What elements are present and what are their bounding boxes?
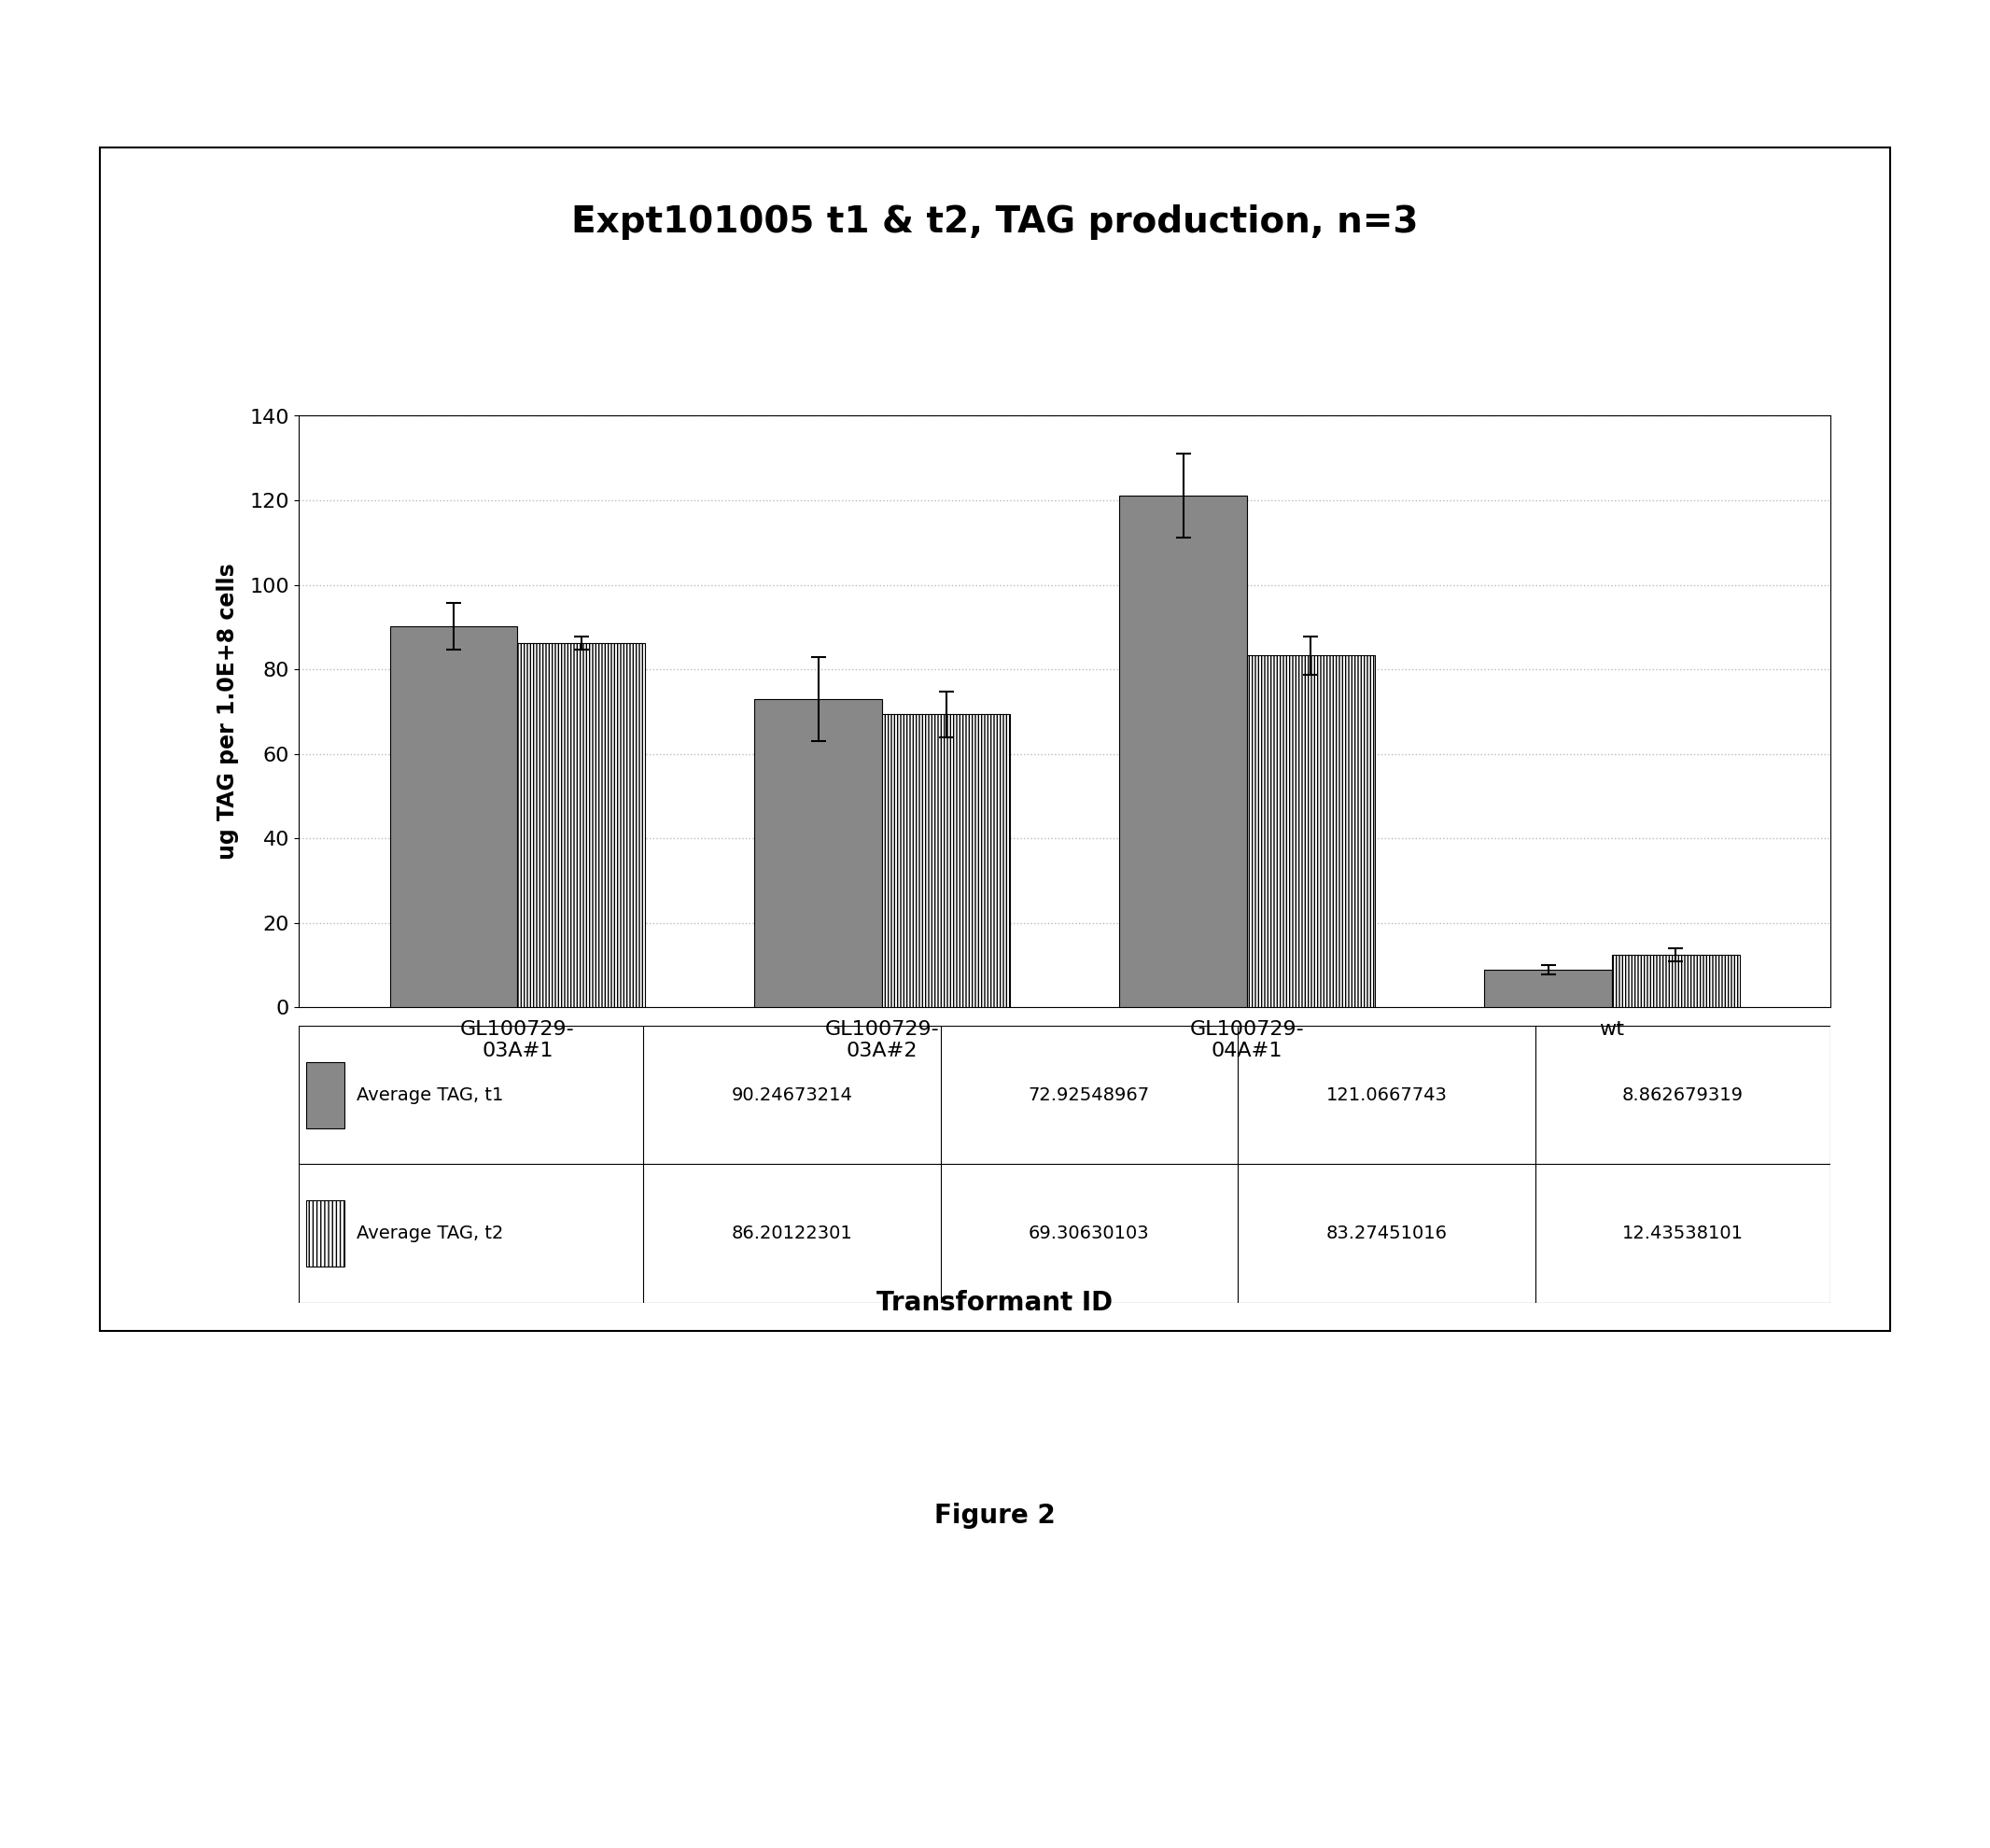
Text: Figure 2: Figure 2: [935, 1502, 1055, 1528]
Y-axis label: ug TAG per 1.0E+8 cells: ug TAG per 1.0E+8 cells: [217, 564, 239, 859]
Bar: [1118, 495, 1248, 1007]
Text: 69.30630103: 69.30630103: [1029, 1225, 1150, 1242]
Text: 72.92548967: 72.92548967: [1029, 1087, 1150, 1103]
Text: 12.43538101: 12.43538101: [1622, 1225, 1743, 1242]
Text: Average TAG, t2: Average TAG, t2: [356, 1225, 503, 1242]
Text: 83.27451016: 83.27451016: [1325, 1225, 1447, 1242]
Bar: [1485, 970, 1612, 1007]
Text: 90.24673214: 90.24673214: [730, 1087, 852, 1103]
Bar: [306, 1061, 344, 1127]
Text: 86.20122301: 86.20122301: [732, 1225, 852, 1242]
Bar: [517, 643, 645, 1007]
Text: Transformant ID: Transformant ID: [878, 1290, 1112, 1316]
Bar: [754, 699, 882, 1007]
Text: Average TAG, t1: Average TAG, t1: [356, 1087, 503, 1103]
Bar: [390, 626, 517, 1007]
Text: 8.862679319: 8.862679319: [1622, 1087, 1743, 1103]
Bar: [1248, 656, 1375, 1007]
Bar: [306, 1201, 344, 1268]
Text: Expt101005 t1 & t2, TAG production, n=3: Expt101005 t1 & t2, TAG production, n=3: [571, 203, 1419, 240]
Text: 121.0667743: 121.0667743: [1325, 1087, 1447, 1103]
Bar: [882, 715, 1009, 1007]
Bar: [1612, 955, 1739, 1007]
